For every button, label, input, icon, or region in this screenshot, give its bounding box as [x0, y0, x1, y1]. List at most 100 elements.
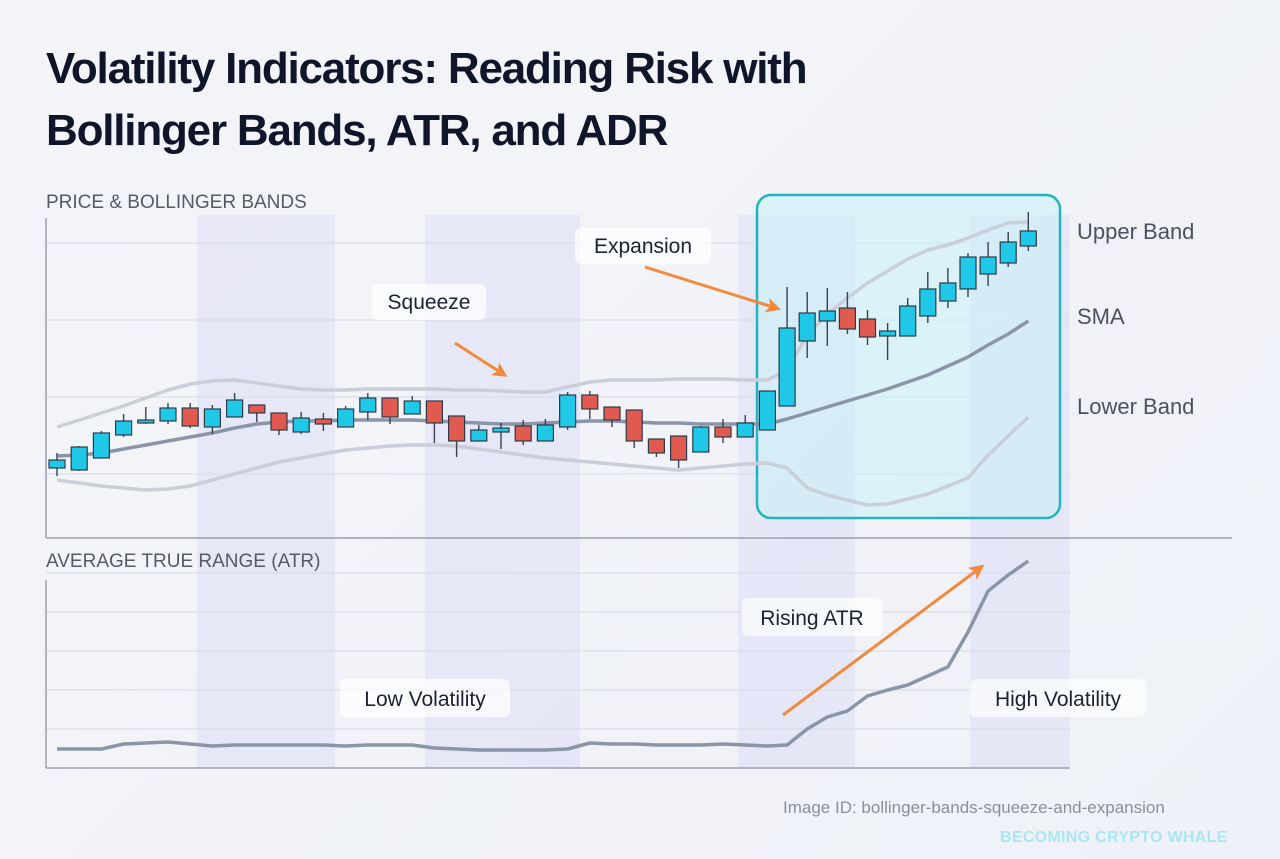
candle-body: [203, 408, 221, 428]
upper-band-label: Upper Band: [1077, 219, 1194, 244]
candle-down: [581, 391, 599, 419]
candle-body: [48, 459, 66, 469]
candle-body: [979, 256, 997, 275]
sma-line: [56, 319, 1030, 458]
candle-up: [919, 272, 937, 323]
candle-body: [403, 400, 421, 415]
candle-up: [292, 412, 310, 434]
candle-body: [798, 312, 816, 342]
candle-up: [114, 414, 133, 437]
candle-up: [203, 405, 221, 434]
candle-down: [858, 310, 877, 345]
candle-up: [979, 242, 997, 286]
candle-body: [270, 412, 288, 431]
candle-down: [603, 406, 621, 427]
shaded-column: [197, 215, 335, 768]
candle-body: [939, 282, 957, 302]
candle-down: [669, 435, 688, 468]
candle-up: [403, 396, 421, 415]
candle-down: [625, 409, 643, 448]
candle-body: [959, 256, 977, 290]
candle-down: [448, 415, 466, 457]
candle-up: [359, 393, 377, 420]
squeeze-annotation: Squeeze: [388, 291, 471, 314]
candle-body: [536, 424, 555, 442]
image-id-caption: Image ID: bollinger-bands-squeeze-and-ex…: [783, 798, 1165, 817]
candle-down: [270, 412, 288, 435]
candle-body: [381, 397, 399, 418]
squeeze-arrow: [454, 341, 508, 377]
candle-down: [314, 413, 332, 431]
candle-body: [514, 425, 532, 442]
candle-up: [337, 406, 355, 428]
candle-up: [1019, 212, 1037, 251]
candle-down: [714, 419, 732, 443]
rising-atr-arrow: [782, 564, 985, 717]
candle-down: [248, 404, 266, 422]
candle-up: [470, 425, 488, 442]
upper-band-line: [56, 220, 1029, 429]
expansion-arrow: [644, 265, 782, 313]
candle-up: [878, 323, 897, 360]
atr-line: [57, 559, 1030, 752]
candle-body: [470, 429, 488, 442]
sma-label: SMA: [1077, 304, 1125, 329]
atr-section-title: AVERAGE TRUE RANGE (ATR): [46, 551, 320, 572]
candle-body: [714, 426, 732, 438]
candle-up: [226, 393, 244, 418]
squeeze-label-bg: [372, 284, 486, 320]
candle-body: [758, 390, 777, 431]
candle-up: [692, 426, 710, 453]
candle-up: [818, 288, 836, 346]
candle-body: [999, 241, 1017, 264]
page-title: Volatility Indicators: Reading Risk with…: [46, 38, 808, 162]
candle-body: [603, 406, 621, 421]
candle-up: [92, 431, 111, 459]
expansion-highlight-box: [755, 193, 1062, 520]
candle-body: [647, 438, 666, 454]
candle-body: [625, 409, 643, 442]
title-line-1: Volatility Indicators: Reading Risk with: [46, 44, 808, 93]
candle-down: [514, 420, 532, 445]
watermark-logo: BECOMING CRYPTO WHALE: [1000, 829, 1228, 846]
candle-up: [492, 423, 510, 449]
candle-body: [1019, 230, 1037, 247]
candle-up: [736, 415, 754, 438]
candle-body: [359, 397, 377, 413]
candle-body: [858, 318, 877, 338]
candle-body: [919, 288, 937, 317]
low-volatility-annotation: Low Volatility: [364, 688, 486, 711]
rising-atr-label-bg: [742, 598, 882, 636]
candle-body: [226, 399, 244, 418]
lower-band-line: [56, 415, 1030, 507]
candle-body: [778, 327, 796, 407]
expansion-label-bg: [575, 228, 711, 264]
title-line-2: Bollinger Bands, ATR, and ADR: [46, 106, 668, 155]
high-volatility-label-bg: [970, 679, 1146, 717]
bollinger-bands: [56, 220, 1030, 507]
candle-body: [92, 432, 111, 459]
candle-body: [114, 420, 133, 436]
candle-body: [736, 422, 754, 438]
candle-up: [758, 390, 777, 431]
candle-up: [899, 298, 917, 337]
candle-up: [558, 392, 577, 430]
expansion-annotation: Expansion: [594, 235, 692, 258]
candle-body: [159, 407, 177, 422]
candle-up: [798, 292, 816, 358]
candlesticks: [48, 212, 1037, 476]
high-volatility-annotation: High Volatility: [995, 688, 1122, 711]
candle-down: [647, 438, 666, 457]
candle-body: [692, 426, 710, 453]
candle-up: [137, 407, 155, 424]
rising-atr-annotation: Rising ATR: [760, 607, 863, 630]
candle-up: [959, 253, 977, 297]
candle-up: [70, 446, 88, 471]
candle-body: [248, 404, 266, 414]
candle-body: [425, 400, 443, 424]
candle-body: [581, 394, 599, 410]
candle-body: [899, 305, 917, 337]
candle-body: [878, 330, 897, 337]
candle-body: [838, 307, 857, 330]
